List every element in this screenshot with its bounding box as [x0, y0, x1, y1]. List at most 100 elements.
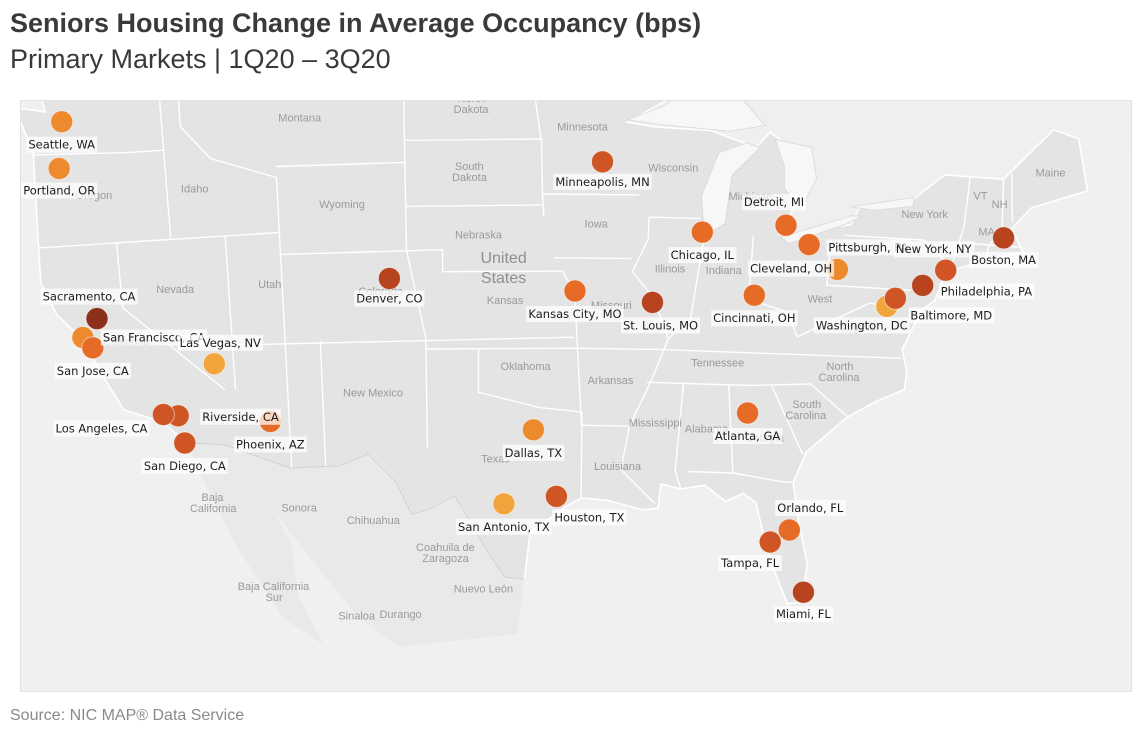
state-border-26 [732, 472, 794, 484]
great-lake-5 [850, 196, 915, 211]
market-label-halo [908, 307, 995, 324]
market-label-detroit-mi: Detroit, MI [744, 195, 804, 209]
state-border-5 [275, 161, 405, 168]
geo-label: Baja California [238, 581, 310, 593]
geo-label: Sur [266, 592, 283, 604]
state-border-18 [425, 347, 663, 351]
state-border-21 [662, 348, 902, 359]
market-label-riverside-ca: Riverside, CA [202, 410, 279, 424]
geo-label: Baja [201, 492, 224, 504]
market-label-halo [826, 239, 911, 256]
market-label-halo [553, 173, 652, 190]
country-label-line1: United [480, 250, 526, 267]
market-marker-san-antonio-tx[interactable] [492, 492, 516, 516]
market-marker-las-vegas-nv[interactable] [202, 352, 226, 376]
state-border-16 [542, 193, 640, 196]
state-border-11 [232, 336, 574, 346]
market-label-sacramento-ca: Sacramento, CA [43, 290, 136, 304]
market-marker-st-louis-mo[interactable] [641, 290, 664, 314]
market-label-halo [552, 509, 627, 526]
market-marker-cincinnati-oh[interactable] [742, 283, 766, 307]
market-marker-orlando-fl[interactable] [777, 518, 801, 542]
geo-label: Zaragoza [422, 553, 469, 565]
market-marker-seattle-wa[interactable] [50, 110, 74, 134]
market-marker-los-angeles-ca[interactable] [151, 403, 175, 426]
market-label-philadelphia-pa: Philadelphia, PA [941, 284, 1033, 298]
market-label-baltimore-md: Baltimore, MD [910, 308, 992, 322]
market-marker-dallas-tx[interactable] [522, 418, 545, 442]
state-border-2 [33, 149, 164, 156]
market-label-los-angeles-ca: Los Angeles, CA [56, 422, 148, 436]
market-label-halo [526, 306, 624, 322]
geo-label: Tennessee [691, 358, 744, 370]
market-marker-denver-co[interactable] [377, 267, 401, 290]
geo-label: Sonora [281, 503, 317, 515]
market-marker-miami-fl[interactable] [792, 580, 815, 604]
state-border-37 [1011, 173, 1014, 223]
state-border-15 [405, 204, 543, 208]
market-marker-houston-tx[interactable] [545, 484, 568, 508]
market-label-tampa-fl: Tampa, FL [720, 556, 780, 570]
geo-label: Durango [379, 609, 421, 621]
state-border-13 [534, 101, 545, 217]
market-label-halo [502, 444, 565, 461]
market-marker-boston-ma[interactable] [992, 226, 1015, 250]
geo-label: Wyoming [319, 199, 365, 211]
page-subtitle: Primary Markets | 1Q20 – 3Q20 [10, 44, 391, 74]
market-marker-minneapolis-mn[interactable] [591, 150, 614, 174]
market-marker-kansas-city-mo[interactable] [563, 279, 587, 303]
state-border-4 [177, 101, 277, 179]
market-marker-philadelphia-pa[interactable] [911, 273, 935, 297]
market-marker-san-diego-ca[interactable] [173, 431, 197, 455]
market-label-halo [54, 362, 131, 379]
market-label-halo [21, 182, 98, 199]
occupancy-map[interactable]: MontanaNorthDakotaMinnesotaSouthDakotaWi… [20, 100, 1132, 692]
geo-label: Utah [258, 279, 281, 291]
market-label-halo [177, 334, 264, 351]
geo-label: South [792, 399, 821, 411]
market-marker-tampa-fl[interactable] [758, 530, 782, 554]
market-label-halo [354, 290, 425, 307]
market-marker-sacramento-ca[interactable] [85, 307, 109, 331]
market-label-las-vegas-nv: Las Vegas, NV [180, 336, 261, 350]
market-marker-baltimore-md[interactable] [884, 286, 907, 310]
geo-label: Carolina [819, 372, 861, 384]
state-border-19 [477, 348, 583, 498]
market-label-kansas-city-mo: Kansas City, MO [528, 307, 621, 321]
market-label-new-york-ny: New York, NY [896, 242, 973, 256]
market-label-minneapolis-mn: Minneapolis, MN [555, 175, 649, 189]
market-label-halo [141, 458, 228, 474]
geo-label: Dakota [454, 104, 490, 116]
geo-label: Indiana [706, 265, 743, 277]
market-label-halo [893, 241, 975, 258]
market-labels-layer: Seattle, WA Portland, OR Sacramento, CA San… [21, 136, 1039, 623]
market-marker-cleveland-oh[interactable] [797, 233, 821, 257]
geo-label: Nevada [156, 284, 195, 296]
market-label-seattle-wa: Seattle, WA [28, 138, 95, 152]
market-label-orlando-fl: Orlando, FL [777, 501, 844, 515]
geo-label: North [458, 101, 485, 105]
market-marker-atlanta-ga[interactable] [736, 401, 759, 425]
market-marker-chicago-il[interactable] [690, 220, 714, 244]
market-marker-detroit-mi[interactable] [774, 213, 798, 237]
market-label-miami-fl: Miami, FL [776, 607, 831, 621]
state-border-3 [38, 231, 280, 249]
market-label-halo [668, 247, 737, 264]
market-label-halo [773, 606, 834, 623]
geo-label: Mississippi [629, 418, 682, 430]
market-label-halo [711, 310, 798, 327]
geo-label: Arkansas [588, 375, 634, 387]
market-marker-new-york-ny[interactable] [934, 258, 958, 282]
great-lake-2 [700, 142, 761, 237]
market-marker-san-jose-ca[interactable] [81, 336, 105, 360]
state-border-12 [319, 340, 327, 467]
geo-label: Iowa [585, 218, 609, 230]
geo-label: Chihuahua [347, 515, 401, 527]
geo-label: Oklahoma [501, 361, 552, 373]
market-label-chicago-il: Chicago, IL [671, 248, 735, 262]
great-lake-1 [625, 101, 766, 132]
geo-label: Dakota [452, 172, 488, 184]
geo-label: MA [978, 227, 995, 239]
market-marker-portland-or[interactable] [47, 157, 71, 180]
geo-label: Idaho [181, 184, 209, 196]
